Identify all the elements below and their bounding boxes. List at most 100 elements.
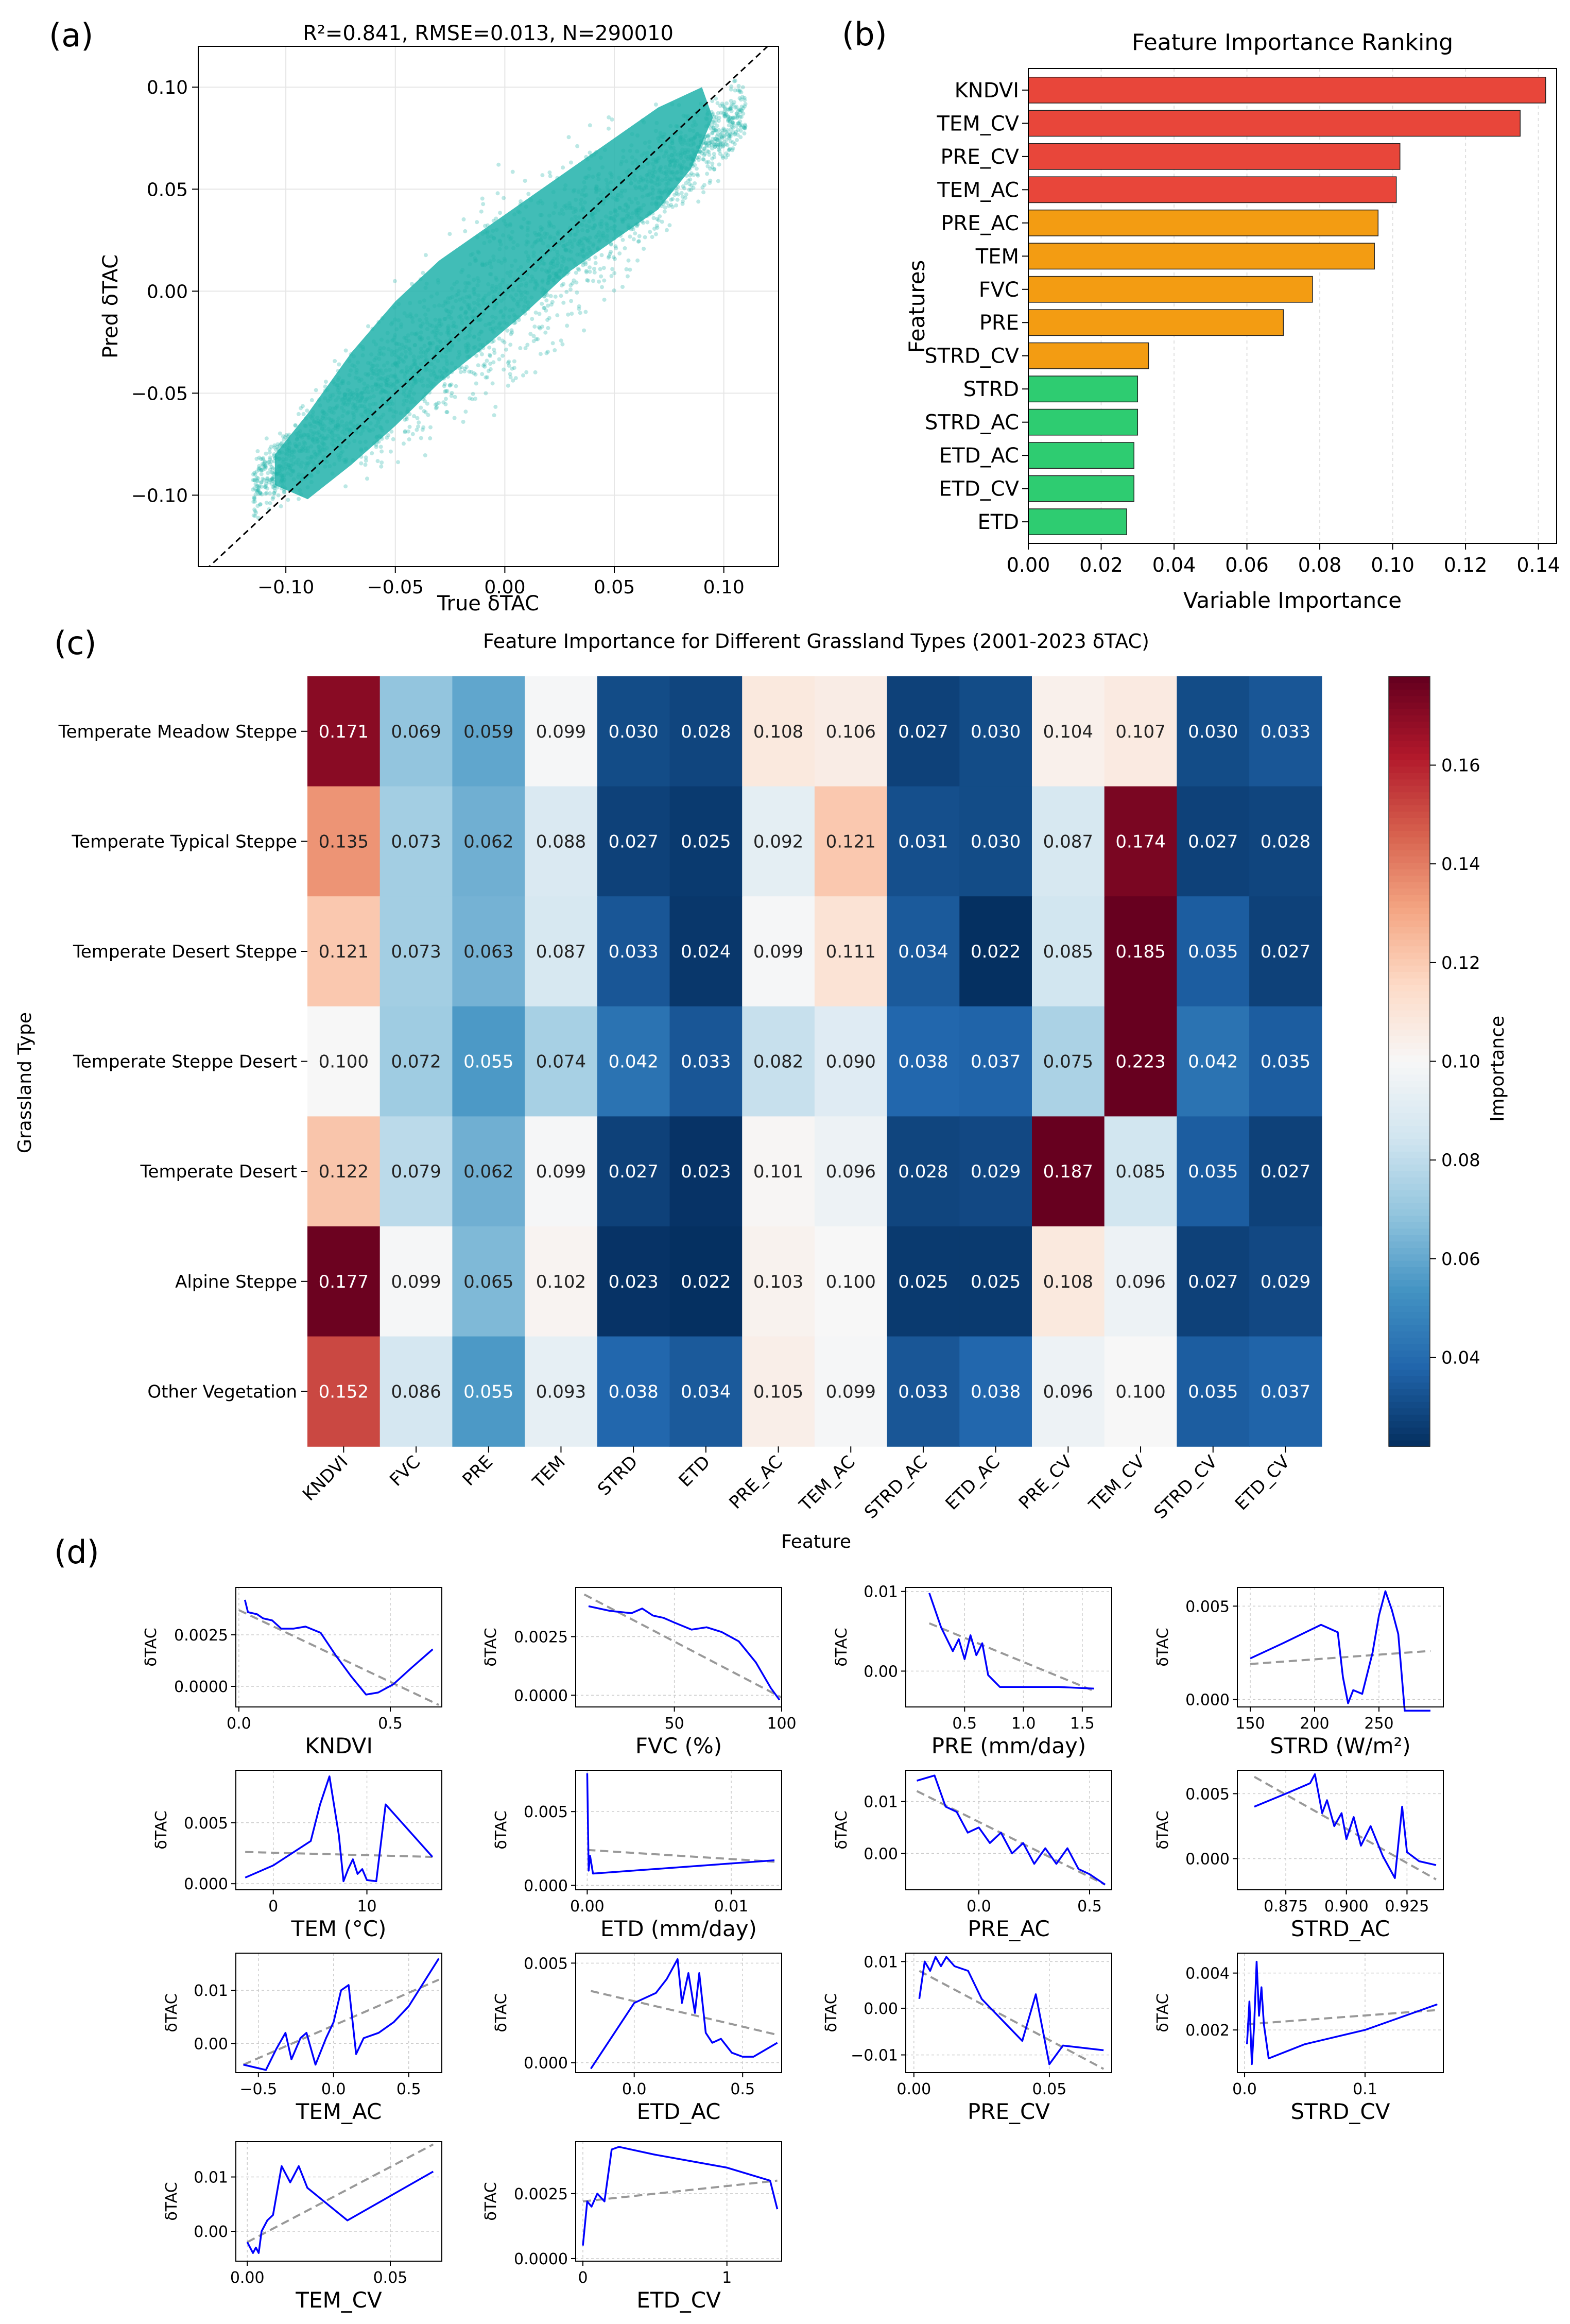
scatter-point [657,190,661,195]
heatmap-cell-value: 0.177 [319,1272,369,1292]
heatmap-cell [959,1006,1032,1117]
scatter-point [416,424,420,429]
scatter-point [551,190,556,194]
scatter-point [672,158,677,163]
scatter-point [418,300,422,304]
scatter-point [423,354,428,358]
scatter-point [481,297,486,302]
scatter-point [283,486,287,491]
scatter-point [419,337,424,342]
scatter-point [667,187,671,192]
scatter-point [490,339,494,344]
heatmap-cell-value: 0.029 [1261,1272,1310,1292]
scatter-point [668,144,672,149]
scatter-point [497,238,502,243]
scatter-point [268,467,272,472]
colorbar-segment [1389,965,1430,972]
scatter-point [482,296,487,300]
scatter-point [489,265,494,269]
scatter-point [743,98,747,102]
scatter-point [625,214,629,218]
scatter-point [348,389,352,394]
scatter-point [679,140,683,145]
scatter-point [721,104,726,108]
scatter-point [679,170,684,175]
scatter-point [666,167,671,172]
scatter-point [735,114,740,119]
scatter-point [303,446,307,451]
scatter-point [491,327,495,331]
dependence-ytick-label: 0.00 [194,2223,228,2241]
scatter-point [503,259,507,263]
scatter-point [296,462,301,467]
scatter-point [465,316,470,321]
panel-label-a: (a) [49,16,93,54]
scatter-point [655,205,660,210]
heatmap-cell [1249,1116,1322,1227]
scatter-point [366,373,370,378]
scatter-point [276,447,281,451]
heatmap-cell [1249,676,1322,787]
scatter-point [743,124,748,128]
scatter-point [625,176,629,181]
heatmap-cell-value: 0.121 [319,942,369,962]
scatter-point [706,160,711,164]
bar-xtick-label: 0.10 [1371,554,1414,576]
scatter-point [710,118,715,123]
scatter-point [420,376,425,381]
scatter-point [386,374,390,379]
heatmap-cell [1104,1226,1177,1337]
scatter-point [408,400,413,405]
colorbar-segment [1389,1196,1430,1203]
scatter-point [729,109,734,113]
scatter-point [591,175,595,179]
scatter-point [279,442,283,447]
scatter-point [660,191,664,196]
scatter-point [399,322,404,327]
colorbar-segment [1389,952,1430,960]
scatter-point [389,373,393,378]
heatmap-cell [814,786,888,897]
scatter-point [661,202,665,206]
scatter-point [323,380,328,384]
colorbar-segment [1389,1087,1430,1094]
heatmap-cell [959,1116,1032,1227]
scatter-point [277,464,281,469]
scatter-point [689,171,694,176]
scatter-point [268,491,272,495]
scatter-point [547,170,552,175]
colorbar-segment [1389,727,1430,735]
scatter-point [683,181,688,185]
scatter-point [305,463,309,468]
scatter-point [728,134,733,139]
scatter-point [300,476,305,481]
scatter-point [739,105,744,109]
scatter-point [300,404,305,408]
scatter-point [672,152,677,157]
scatter-point [533,370,538,374]
scatter-point [318,448,323,453]
scatter-ytick-label: −0.10 [131,485,188,506]
scatter-point [562,244,566,248]
scatter-point [379,435,384,439]
scatter-point [561,238,565,243]
scatter-point [741,111,746,116]
scatter-point [640,188,644,193]
scatter-point [413,362,418,366]
scatter-point [464,365,469,369]
scatter-point [691,158,696,163]
scatter-point [713,139,717,144]
scatter-point [263,460,267,465]
scatter-point [598,233,603,238]
scatter-point [473,256,477,261]
scatter-point [482,364,487,369]
scatter-point [610,117,614,122]
scatter-point [693,134,698,139]
heatmap-cell [597,1006,670,1117]
scatter-point [457,315,461,319]
scatter-point [732,142,737,146]
scatter-point [348,392,352,397]
scatter-point [354,429,358,433]
scatter-point [311,460,316,465]
scatter-point [297,448,301,453]
